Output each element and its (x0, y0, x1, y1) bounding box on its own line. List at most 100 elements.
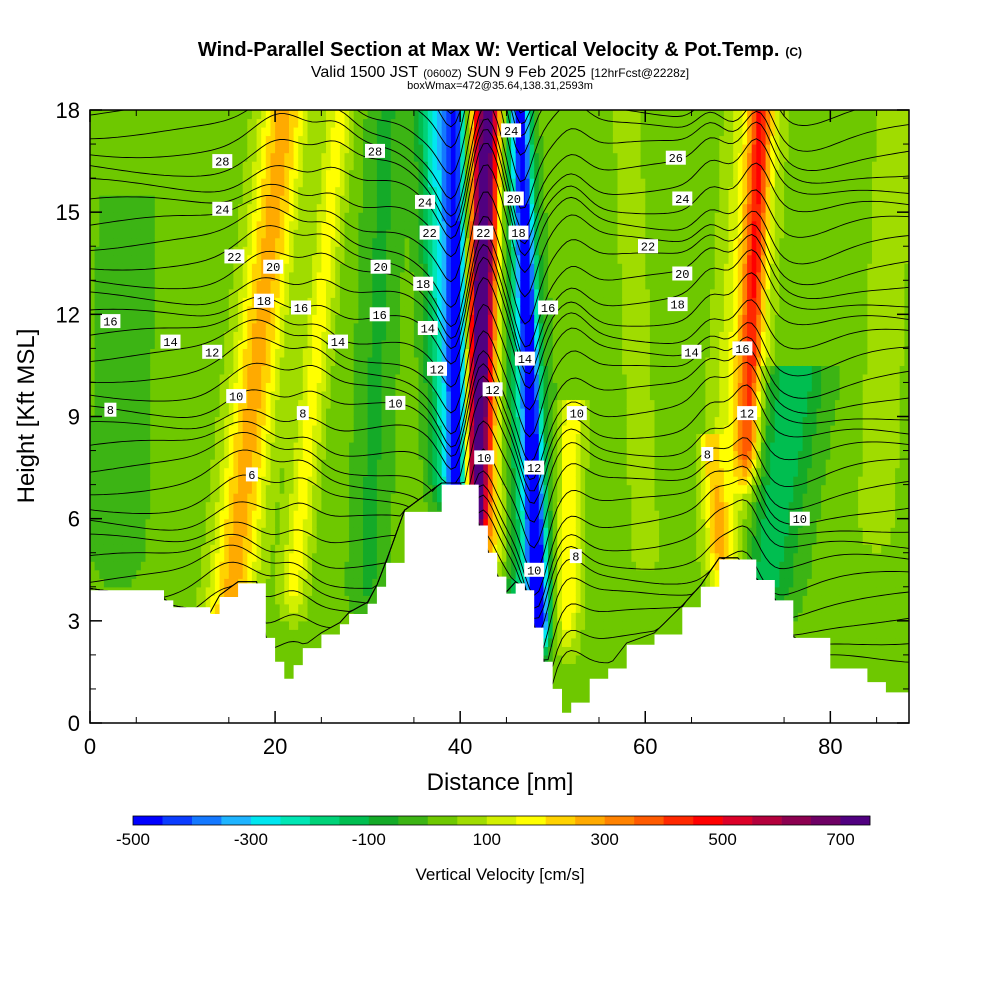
w-cell (275, 450, 281, 460)
w-cell (196, 535, 202, 545)
w-cell (381, 322, 387, 332)
w-cell (372, 450, 378, 460)
w-cell (312, 297, 318, 307)
w-cell (358, 186, 364, 196)
w-cell (265, 382, 271, 392)
w-cell (302, 561, 308, 571)
w-cell (233, 263, 239, 273)
w-cell (154, 467, 160, 477)
w-cell (349, 288, 355, 298)
w-cell (376, 484, 383, 494)
w-cell (219, 408, 225, 418)
w-cell (238, 169, 244, 179)
w-cell (94, 144, 100, 154)
w-cell (284, 280, 290, 290)
w-cell (321, 178, 327, 188)
w-cell (289, 178, 295, 188)
w-cell (224, 467, 230, 477)
w-cell (339, 212, 346, 222)
w-cell (335, 254, 341, 264)
w-cell (326, 467, 332, 477)
w-cell (335, 459, 341, 469)
w-cell (131, 152, 137, 162)
w-cell (113, 280, 119, 290)
w-cell (122, 229, 128, 239)
w-cell (265, 356, 271, 366)
w-cell (150, 314, 156, 324)
w-cell (205, 501, 211, 511)
w-cell (182, 356, 188, 366)
w-cell (191, 263, 197, 273)
w-cell (242, 322, 248, 332)
w-cell (145, 254, 151, 264)
w-cell (261, 305, 267, 315)
w-cell (289, 527, 295, 537)
w-cell (316, 263, 322, 273)
w-cell (131, 246, 137, 256)
w-cell (321, 229, 327, 239)
w-cell (99, 425, 105, 435)
w-cell (224, 110, 230, 120)
w-cell (344, 254, 350, 264)
w-cell (164, 212, 170, 222)
w-cell (210, 110, 216, 120)
w-cell (159, 144, 165, 154)
w-cell (164, 135, 170, 145)
w-cell (90, 288, 96, 298)
w-cell (117, 501, 123, 511)
w-cell (404, 110, 410, 120)
w-cell (307, 280, 313, 290)
w-cell (99, 578, 105, 588)
w-cell (256, 425, 262, 435)
w-cell (99, 450, 105, 460)
w-cell (335, 220, 341, 230)
w-cell (251, 518, 258, 528)
w-cell (214, 237, 221, 247)
w-cell (349, 501, 355, 511)
w-cell (117, 425, 123, 435)
w-cell (219, 578, 225, 588)
w-cell (164, 195, 170, 205)
w-cell (187, 442, 193, 452)
w-cell (113, 467, 119, 477)
w-cell (307, 442, 313, 452)
w-cell (224, 442, 230, 452)
w-cell (224, 263, 230, 273)
w-cell (256, 288, 262, 298)
w-cell (164, 237, 170, 247)
w-cell (279, 237, 285, 247)
w-cell (302, 280, 308, 290)
w-cell (395, 552, 401, 562)
w-cell (242, 212, 248, 222)
w-cell (122, 254, 128, 264)
w-cell (316, 195, 322, 205)
w-cell (326, 263, 332, 273)
w-cell (233, 297, 239, 307)
w-cell (404, 203, 410, 213)
w-cell (256, 314, 262, 324)
w-cell (219, 552, 225, 562)
w-cell (94, 535, 100, 545)
w-cell (381, 135, 387, 145)
w-cell (330, 425, 336, 435)
w-cell (205, 586, 211, 596)
w-cell (140, 493, 147, 503)
w-cell (201, 178, 207, 188)
w-cell (372, 169, 378, 179)
w-cell (312, 527, 318, 537)
w-cell (404, 220, 410, 230)
w-cell (298, 161, 304, 171)
w-cell (182, 535, 188, 545)
w-cell (177, 246, 184, 256)
w-cell (265, 322, 271, 332)
w-cell (256, 263, 262, 273)
w-cell (386, 161, 392, 171)
w-cell (279, 135, 285, 145)
w-cell (251, 161, 258, 171)
w-cell (224, 476, 230, 486)
w-cell (94, 127, 100, 137)
w-cell (210, 220, 216, 230)
w-cell (353, 203, 359, 213)
w-cell (127, 118, 133, 128)
w-cell (99, 178, 105, 188)
